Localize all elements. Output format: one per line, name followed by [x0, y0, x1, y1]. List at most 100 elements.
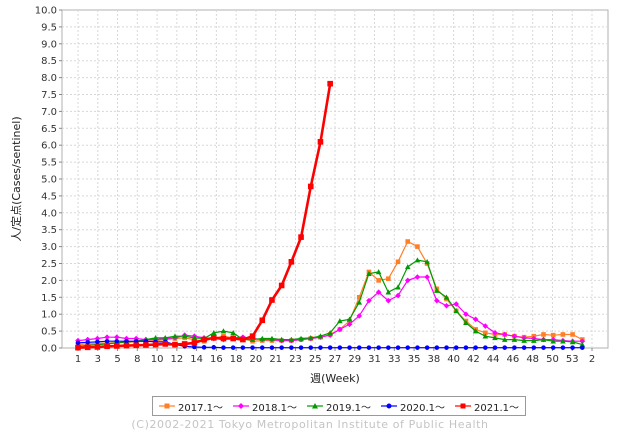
data-point-20191	[220, 328, 227, 334]
legend-item-20191: 2019.1～	[307, 399, 371, 414]
legend-swatch-20201	[381, 401, 397, 411]
data-point-20201	[550, 345, 556, 350]
data-point-20211	[113, 343, 120, 349]
data-point-20191	[337, 318, 343, 324]
data-point-20181	[113, 334, 120, 340]
data-point-20191	[346, 316, 353, 322]
x-tick-label: 14	[190, 354, 203, 365]
y-tick-label: 7.5	[41, 90, 57, 101]
data-point-20191	[579, 341, 586, 347]
data-point-20191	[434, 287, 440, 293]
data-point-20201	[327, 345, 333, 350]
data-point-20181	[395, 292, 401, 299]
data-point-20181	[75, 337, 81, 344]
data-point-20181	[579, 338, 586, 345]
data-point-20201	[415, 345, 420, 350]
data-point-20191	[569, 339, 576, 345]
data-point-20201	[405, 345, 411, 350]
data-point-20201	[347, 345, 352, 350]
data-point-20211	[210, 335, 217, 341]
legend-swatch-20211	[455, 401, 471, 411]
legend-label-20211: 2021.1～	[474, 402, 519, 414]
legend-label-20201: 2020.1～	[400, 402, 445, 414]
data-point-20211	[307, 183, 314, 190]
legend-swatch-20171	[159, 401, 175, 411]
data-point-20201	[133, 338, 139, 344]
data-point-20201	[240, 345, 246, 350]
data-point-20181	[104, 334, 110, 340]
data-point-20191	[278, 336, 285, 342]
data-point-20201	[75, 340, 81, 346]
data-point-20201	[192, 344, 197, 350]
data-point-20201	[279, 345, 284, 350]
y-tick-label: 5.0	[41, 175, 57, 186]
legend-label-20171: 2017.1～	[178, 402, 223, 414]
data-point-20191	[482, 333, 489, 339]
data-point-20191	[259, 335, 266, 341]
x-tick-label: 12	[170, 354, 183, 365]
data-point-20191	[181, 333, 188, 339]
data-point-20211	[104, 343, 110, 350]
data-point-20201	[269, 345, 275, 350]
x-tick-label: 35	[408, 354, 421, 365]
x-tick-label: 21	[269, 354, 282, 365]
data-point-20171	[550, 332, 556, 338]
data-point-20191	[550, 338, 557, 344]
data-point-20201	[560, 345, 566, 350]
data-point-20191	[162, 335, 169, 341]
data-point-20191	[152, 335, 159, 341]
data-point-20201	[376, 345, 381, 350]
data-point-20211	[94, 344, 101, 350]
data-point-20191	[269, 335, 275, 341]
data-point-20211	[220, 335, 227, 342]
data-point-20201	[492, 345, 498, 350]
x-tick-label: 1	[75, 354, 81, 365]
data-point-20211	[133, 342, 139, 349]
data-point-20211	[230, 335, 236, 342]
data-point-20211	[75, 344, 81, 351]
data-point-20181	[337, 326, 343, 333]
data-point-20191	[307, 335, 314, 341]
y-tick-label: 7.0	[41, 107, 57, 118]
data-point-20181	[84, 336, 91, 343]
data-point-20201	[318, 345, 323, 350]
x-tick-label: 48	[526, 354, 539, 365]
series-20201	[75, 338, 585, 350]
data-point-20191	[472, 328, 479, 334]
data-point-20211	[143, 342, 149, 348]
data-point-20211	[249, 333, 256, 339]
data-point-20191	[385, 289, 392, 295]
y-tick-label: 3.0	[41, 242, 57, 253]
data-point-20171	[483, 330, 488, 336]
legend-label-20181: 2018.1～	[252, 402, 297, 414]
data-point-20211	[172, 341, 178, 348]
data-point-20211	[298, 234, 304, 240]
y-tick-label: 0.5	[41, 327, 57, 338]
data-point-20201	[259, 345, 265, 350]
data-point-20191	[327, 329, 333, 336]
data-point-20191	[404, 264, 411, 270]
grid-lines	[62, 10, 608, 348]
x-axis-title: 週(Week)	[310, 372, 360, 385]
data-point-20211	[288, 259, 295, 265]
y-tick-label: 10.0	[35, 6, 57, 17]
data-point-20191	[560, 338, 566, 344]
data-point-20191	[312, 403, 318, 409]
x-tick-label: 27	[329, 354, 342, 365]
y-tick-label: 9.5	[41, 22, 57, 33]
data-point-20211	[162, 341, 169, 347]
y-tick-label: 9.0	[41, 39, 57, 50]
data-point-20171	[405, 239, 411, 244]
x-tick-label: 3	[95, 354, 101, 365]
data-point-20171	[570, 332, 575, 337]
data-point-20191	[443, 294, 450, 300]
data-point-20191	[492, 335, 498, 341]
x-tick-label: 18	[230, 354, 243, 365]
data-point-20191	[191, 335, 198, 341]
data-point-20201	[502, 345, 508, 350]
data-point-20201	[570, 345, 575, 350]
data-point-20181	[385, 297, 392, 304]
y-tick-label: 8.5	[41, 56, 57, 67]
data-point-20201	[434, 345, 440, 350]
x-tick-label: 31	[368, 354, 381, 365]
